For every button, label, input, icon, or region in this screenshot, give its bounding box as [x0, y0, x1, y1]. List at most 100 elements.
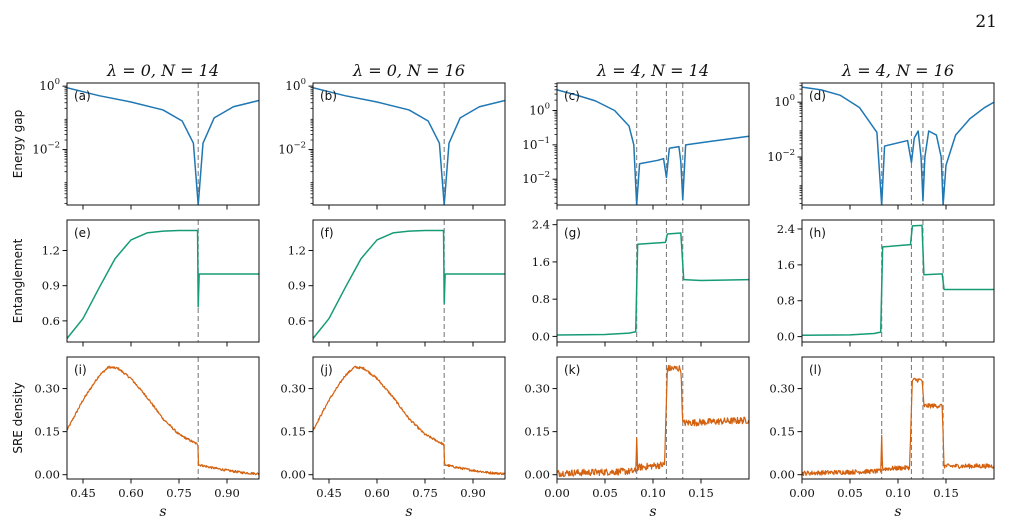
- y-tick-label: 0.8: [532, 292, 550, 306]
- series-line: [313, 229, 505, 339]
- axes-frame: [312, 219, 506, 343]
- x-tick-label: 0.45: [70, 486, 96, 500]
- y-tick-label: 2.4: [777, 222, 795, 236]
- y-tick-label: 0.15: [524, 425, 550, 439]
- y-tick-label: 0.8: [777, 294, 795, 308]
- column-title: λ = 4, N = 14: [596, 61, 709, 80]
- x-tick-label: 0.15: [933, 486, 959, 500]
- y-tick-label: 0.00: [524, 468, 550, 482]
- panel-j: (j) 0.00 0.15 0.30 0.45 0.60 0.75 0.90 s: [280, 356, 506, 520]
- x-tick-label: 0.60: [364, 486, 390, 500]
- series-line: [802, 224, 994, 337]
- series-line: [67, 229, 259, 339]
- y-tick-label: 0.15: [769, 425, 795, 439]
- panel-k: (k) 0.00 0.15 0.30 0.00 0.05 0.10 0.15 s: [524, 356, 750, 520]
- x-tick-label: 0.05: [837, 486, 863, 500]
- y-tick-label: 1.6: [532, 255, 550, 269]
- x-tick-label: 0.45: [316, 486, 342, 500]
- axes-frame: [66, 82, 260, 206]
- y-tick-label: 0.9: [288, 279, 306, 293]
- y-tick-label: 0.0: [777, 330, 795, 344]
- y-tick-label: 0.30: [34, 382, 60, 396]
- x-tick-label: 0.60: [118, 486, 144, 500]
- axes-frame: [556, 82, 750, 206]
- panel-l: (l) 0.00 0.15 0.30 0.00 0.05 0.10 0.15 s: [769, 356, 995, 520]
- y-tick-label: 1.2: [42, 244, 60, 258]
- series-line: [557, 232, 749, 336]
- panel-label: (g): [564, 226, 581, 240]
- x-tick-label: 0.15: [688, 486, 714, 500]
- y-tick-label: 100: [285, 77, 306, 93]
- x-tick-label: 0.10: [640, 486, 666, 500]
- panel-e: (e) 0.6 0.9 1.2: [42, 219, 260, 347]
- panel-label: (f): [320, 226, 334, 240]
- y-tick-label: 100: [529, 101, 550, 117]
- axes-frame: [801, 82, 995, 206]
- panel-g: (g) 0.0 0.8 1.6 2.4: [532, 218, 750, 347]
- column-title: λ = 0, N = 16: [352, 61, 465, 80]
- y-tick-label: 10−2: [278, 141, 306, 157]
- y-tick-label: 10−2: [32, 141, 60, 157]
- x-axis-label: s: [159, 504, 166, 520]
- x-tick-label: 0.75: [412, 486, 438, 500]
- panel-f: (f) 0.6 0.9 1.2: [288, 219, 506, 347]
- x-axis-label: s: [405, 504, 412, 520]
- y-tick-label: 100: [39, 77, 60, 93]
- panel-h: (h) 0.0 0.8 1.6 2.4: [777, 219, 995, 347]
- series-line: [313, 87, 505, 205]
- x-tick-label: 0.05: [592, 486, 618, 500]
- series-line: [313, 365, 505, 476]
- x-axis-label: s: [649, 504, 656, 520]
- y-tick-label: 2.4: [532, 218, 550, 232]
- axes-frame: [66, 356, 260, 480]
- series-line: [802, 377, 994, 477]
- y-tick-label: 0.6: [42, 314, 60, 328]
- y-tick-label: 0.6: [288, 314, 306, 328]
- panel-label: (i): [74, 363, 87, 377]
- column-title: λ = 0, N = 14: [106, 61, 219, 80]
- x-tick-label: 0.75: [166, 486, 192, 500]
- series-line: [802, 86, 994, 205]
- y-tick-label: 10−2: [522, 170, 550, 186]
- x-tick-label: 0.90: [460, 486, 486, 500]
- y-tick-label: 1.2: [288, 244, 306, 258]
- panel-label: (k): [564, 363, 580, 377]
- y-tick-label: 0.00: [34, 468, 60, 482]
- y-tick-label: 0.30: [280, 382, 306, 396]
- panel-label: (c): [564, 89, 580, 103]
- row-label: SRE density: [11, 382, 25, 453]
- x-tick-label: 0.00: [789, 486, 815, 500]
- y-tick-label: 0.30: [769, 382, 795, 396]
- panel-c: (c) 100 10−1 10−2: [522, 82, 750, 210]
- axes-frame: [556, 219, 750, 343]
- y-tick-label: 100: [774, 93, 795, 109]
- y-tick-label: 1.6: [777, 258, 795, 272]
- row-label: Entanglement: [11, 238, 25, 323]
- axes-frame: [66, 219, 260, 343]
- panel-label: (b): [320, 89, 337, 103]
- panel-a: (a) 100 10−2: [32, 77, 260, 210]
- axes-frame: [801, 356, 995, 480]
- panel-label: (e): [74, 226, 91, 240]
- panel-i: (i) 0.00 0.15 0.30 0.45 0.60 0.75 0.90 s: [34, 356, 260, 520]
- y-tick-label: 0.00: [280, 468, 306, 482]
- axes-frame: [312, 82, 506, 206]
- panel-label: (l): [809, 363, 822, 377]
- y-tick-label: 10−2: [767, 148, 795, 164]
- x-axis-label: s: [894, 504, 901, 520]
- panel-b: (b) 100 10−2: [278, 77, 506, 210]
- page-number: 21: [975, 12, 997, 32]
- y-tick-label: 0.0: [532, 329, 550, 343]
- y-tick-label: 0.15: [34, 425, 60, 439]
- y-tick-label: 0.30: [524, 382, 550, 396]
- y-tick-label: 10−1: [522, 136, 550, 152]
- x-tick-label: 0.00: [544, 486, 570, 500]
- panel-label: (d): [809, 89, 826, 103]
- x-tick-label: 0.90: [214, 486, 240, 500]
- axes-frame: [312, 356, 506, 480]
- row-label: Energy gap: [11, 110, 25, 178]
- axes-frame: [556, 356, 750, 480]
- axes-frame: [801, 219, 995, 343]
- panel-label: (a): [74, 89, 91, 103]
